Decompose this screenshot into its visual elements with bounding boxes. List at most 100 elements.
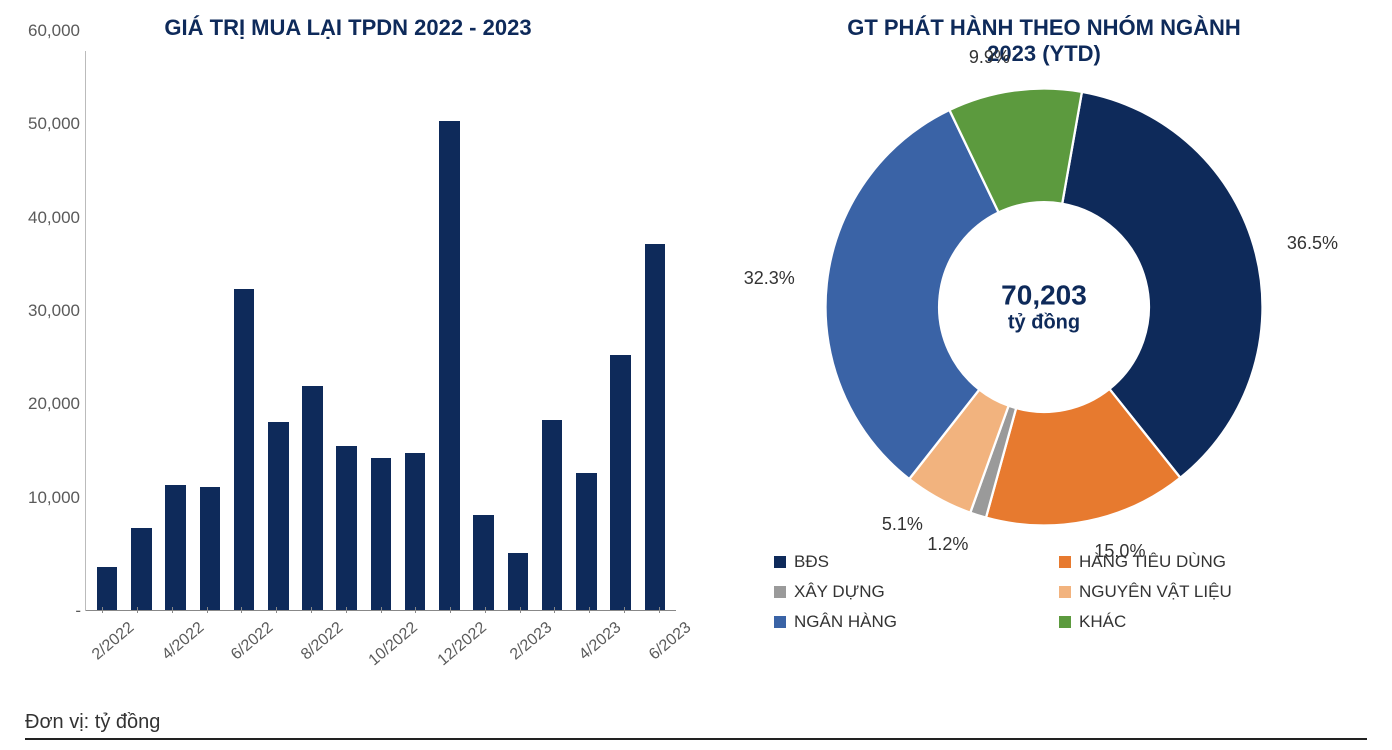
bar [165,485,186,611]
legend-swatch [1059,556,1071,568]
x-tick [346,607,347,613]
bar [268,422,289,611]
legend-label: BĐS [794,552,829,572]
bar [97,567,118,611]
x-label-slot: 8/2022 [294,611,329,681]
bar [336,446,357,611]
x-label-slot [398,611,433,681]
x-label-slot [328,611,363,681]
bar [508,553,529,611]
donut-slice-label: 36.5% [1287,233,1338,254]
legend-item: NGUYÊN VẬT LIỆU [1059,582,1314,602]
x-tick [137,607,138,613]
donut-chart-title: GT PHÁT HÀNH THEO NHÓM NGÀNH 2023 (YTD) [706,15,1382,67]
donut-slice-label: 32.3% [744,268,795,289]
donut-chart-panel: GT PHÁT HÀNH THEO NHÓM NGÀNH 2023 (YTD) … [696,0,1392,710]
x-label-slot: 6/2022 [224,611,259,681]
legend-swatch [1059,616,1071,628]
x-tick [624,607,625,613]
donut-slice-label: 9.9% [969,47,1010,68]
legend-swatch [1059,586,1071,598]
legend-label: NGUYÊN VẬT LIỆU [1079,582,1232,602]
donut-wrap: 70,203 tỷ đồng 36.5%15.0%1.2%5.1%32.3%9.… [814,77,1274,537]
x-label-slot [189,611,224,681]
x-tick [520,607,521,613]
bar-chart-title: GIÁ TRỊ MUA LẠI TPDN 2022 - 2023 [10,15,686,41]
bar-chart-panel: GIÁ TRỊ MUA LẠI TPDN 2022 - 2023 10,0002… [0,0,696,710]
x-tick [102,607,103,613]
x-label-slot [606,611,641,681]
y-tick-label: 10,000 [15,488,80,508]
legend-swatch [774,616,786,628]
x-tick [554,607,555,613]
x-label-slot: 12/2022 [433,611,468,681]
x-tick [589,607,590,613]
bar-slot [569,51,603,611]
y-tick-label: 30,000 [15,301,80,321]
chart-container: GIÁ TRỊ MUA LẠI TPDN 2022 - 2023 10,0002… [0,0,1392,710]
donut-center-unit: tỷ đồng [1001,312,1087,335]
bar [405,453,426,611]
donut-title-line1: GT PHÁT HÀNH THEO NHÓM NGÀNH [847,15,1241,40]
bar-slot [398,51,432,611]
y-tick-label: 20,000 [15,394,80,414]
legend-swatch [774,556,786,568]
x-label-slot: 2/2022 [85,611,120,681]
bar [371,458,392,611]
bar-chart-area: 10,00020,00030,00040,00050,00060,000 - [85,51,676,611]
bar-slot [467,51,501,611]
y-tick-label: 60,000 [15,21,80,41]
bar-plot-area: - [85,51,676,611]
x-label-slot: 6/2023 [641,611,676,681]
legend-item: NGÂN HÀNG [774,612,1029,632]
y-zero-label: - [16,601,81,621]
bar-slot [158,51,192,611]
bar [302,386,323,611]
x-label-slot [467,611,502,681]
donut-slice-label: 1.2% [927,534,968,555]
bar-slot [535,51,569,611]
bar [439,121,460,611]
bar-slot [295,51,329,611]
bar-group [86,51,676,611]
bar-slot [604,51,638,611]
bar [200,487,221,611]
bar [131,528,152,611]
x-tick [381,607,382,613]
bar [473,515,494,611]
donut-legend: BĐSHÀNG TIÊU DÙNGXÂY DỰNGNGUYÊN VẬT LIỆU… [774,552,1314,632]
legend-item: KHÁC [1059,612,1314,632]
x-tick [311,607,312,613]
x-tick [485,607,486,613]
legend-label: NGÂN HÀNG [794,612,897,632]
donut-slice-label: 5.1% [882,514,923,535]
bar [645,244,666,611]
x-tick [415,607,416,613]
bar-slot [501,51,535,611]
bar [542,420,563,611]
x-tick [659,607,660,613]
bar-slot [364,51,398,611]
x-label-slot: 10/2022 [363,611,398,681]
bar [610,355,631,611]
x-label-slot [537,611,572,681]
bar-slot [124,51,158,611]
x-label-slot: 4/2022 [155,611,190,681]
donut-center-value: 70,203 [1001,280,1087,312]
x-tick [276,607,277,613]
x-label-slot: 4/2023 [572,611,607,681]
y-tick-label: 40,000 [15,208,80,228]
legend-label: XÂY DỰNG [794,582,885,602]
bar-slot [432,51,466,611]
bar-slot [90,51,124,611]
donut-center: 70,203 tỷ đồng [1001,280,1087,335]
x-tick [172,607,173,613]
bar-y-axis: 10,00020,00030,00040,00050,00060,000 [15,51,80,611]
bar-slot [330,51,364,611]
legend-item: XÂY DỰNG [774,582,1029,602]
x-tick [450,607,451,613]
x-tick [207,607,208,613]
legend-label: KHÁC [1079,612,1126,632]
bar [234,289,255,611]
x-tick [241,607,242,613]
